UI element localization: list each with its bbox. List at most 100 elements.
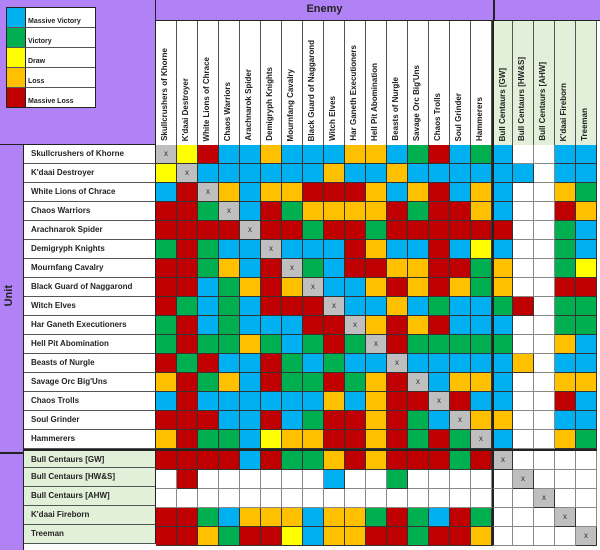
- matchup-cell: [156, 316, 177, 335]
- matchup-cell: [219, 451, 240, 470]
- matchup-cell: [576, 202, 597, 221]
- matchup-cell: [576, 489, 597, 508]
- enemy-header-bar: Enemy: [156, 0, 600, 21]
- matchup-cell: [387, 451, 408, 470]
- matchup-cell: [156, 278, 177, 297]
- matchup-cell: [513, 164, 534, 183]
- matchup-cell: [345, 373, 366, 392]
- matchup-cell: [198, 145, 219, 164]
- matchup-cell: [429, 489, 450, 508]
- matchup-cell: [156, 183, 177, 202]
- self-matchup-cell: x: [387, 354, 408, 373]
- grid-row: x: [156, 430, 597, 449]
- matchup-cell: [219, 164, 240, 183]
- matchup-cell: [408, 145, 429, 164]
- matchup-cell: [471, 164, 492, 183]
- legend-label: Massive Loss: [28, 98, 74, 105]
- matchup-cell: [408, 411, 429, 430]
- matchup-cell: [240, 411, 261, 430]
- row-label: White Lions of Chrace: [24, 183, 156, 202]
- matchup-cell: [156, 451, 177, 470]
- matchup-cell: [282, 430, 303, 449]
- matchup-cell: [219, 259, 240, 278]
- matchup-cell: [177, 508, 198, 527]
- matchup-cell: [576, 508, 597, 527]
- matchup-cell: [492, 392, 513, 411]
- matchup-cell: [240, 354, 261, 373]
- matchup-cell: [198, 297, 219, 316]
- matchup-cell: [366, 451, 387, 470]
- matchup-cell: [534, 221, 555, 240]
- matchup-cell: [282, 354, 303, 373]
- column-header-label: Arachnarok Spider: [244, 69, 253, 141]
- matchup-cell: [387, 259, 408, 278]
- legend-swatch: [7, 68, 26, 87]
- matchup-cell: [240, 259, 261, 278]
- matchup-cell: [429, 430, 450, 449]
- matchup-cell: [492, 297, 513, 316]
- column-header-label: Har Ganeth Executioners: [349, 45, 358, 141]
- matchup-cell: [576, 451, 597, 470]
- matchup-cell: [429, 278, 450, 297]
- matchup-cell: [282, 335, 303, 354]
- matchup-cell: [219, 316, 240, 335]
- matchup-cell: [555, 221, 576, 240]
- matchup-cell: [156, 240, 177, 259]
- matchup-cell: [471, 508, 492, 527]
- matchup-cell: [240, 202, 261, 221]
- matchup-cell: [324, 392, 345, 411]
- column-header-label: Hell Pit Abomination: [370, 63, 379, 141]
- matchup-cell: [198, 430, 219, 449]
- matchup-cell: [492, 240, 513, 259]
- column-header: Hammerers: [471, 21, 492, 145]
- matchup-cell: [324, 508, 345, 527]
- legend-label: Draw: [28, 58, 46, 65]
- matchup-cell: [240, 183, 261, 202]
- matchup-cell: [198, 335, 219, 354]
- matchup-cell: [450, 164, 471, 183]
- matchup-cell: [366, 430, 387, 449]
- legend-label: Loss: [28, 78, 45, 85]
- matchup-cell: [177, 354, 198, 373]
- self-matchup-cell: x: [324, 297, 345, 316]
- matchup-cell: [408, 354, 429, 373]
- matchup-cell: [198, 240, 219, 259]
- matchup-cell: [429, 316, 450, 335]
- matchup-cell: [324, 183, 345, 202]
- row-label: Bull Centaurs [GW]: [24, 449, 156, 468]
- matchup-cell: [555, 145, 576, 164]
- matchup-cell: [198, 278, 219, 297]
- column-header-label: Demigryph Knights: [265, 67, 274, 141]
- column-header-label: Chaos Warriors: [223, 81, 232, 141]
- matchup-cell: [450, 508, 471, 527]
- matchup-cell: [219, 373, 240, 392]
- matchup-cell: [240, 527, 261, 546]
- matchup-cell: [450, 373, 471, 392]
- row-label: Soul Grinder: [24, 411, 156, 430]
- matchup-cell: [471, 221, 492, 240]
- matchup-cell: [450, 240, 471, 259]
- matchup-cell: [555, 278, 576, 297]
- grid-row: x: [156, 183, 597, 202]
- matchup-cell: [303, 527, 324, 546]
- matchup-cell: [303, 183, 324, 202]
- column-header: Arachnarok Spider: [240, 21, 261, 145]
- matchup-cell: [324, 278, 345, 297]
- matchup-cell: [303, 335, 324, 354]
- matchup-cell: [555, 316, 576, 335]
- matchup-cell: [534, 373, 555, 392]
- legend-item: Draw: [7, 48, 95, 68]
- matchup-cell: [177, 470, 198, 489]
- matchup-cell: [177, 259, 198, 278]
- matchup-cell: [471, 183, 492, 202]
- matchup-cell: [219, 489, 240, 508]
- matchup-cell: [576, 240, 597, 259]
- matchup-cell: [156, 470, 177, 489]
- row-label: Savage Orc Big'Uns: [24, 373, 156, 392]
- matchup-cell: [219, 145, 240, 164]
- matchup-cell: [513, 508, 534, 527]
- column-header: Demigryph Knights: [261, 21, 282, 145]
- matchup-cell: [429, 240, 450, 259]
- matchup-cell: [450, 221, 471, 240]
- matchup-cell: [261, 335, 282, 354]
